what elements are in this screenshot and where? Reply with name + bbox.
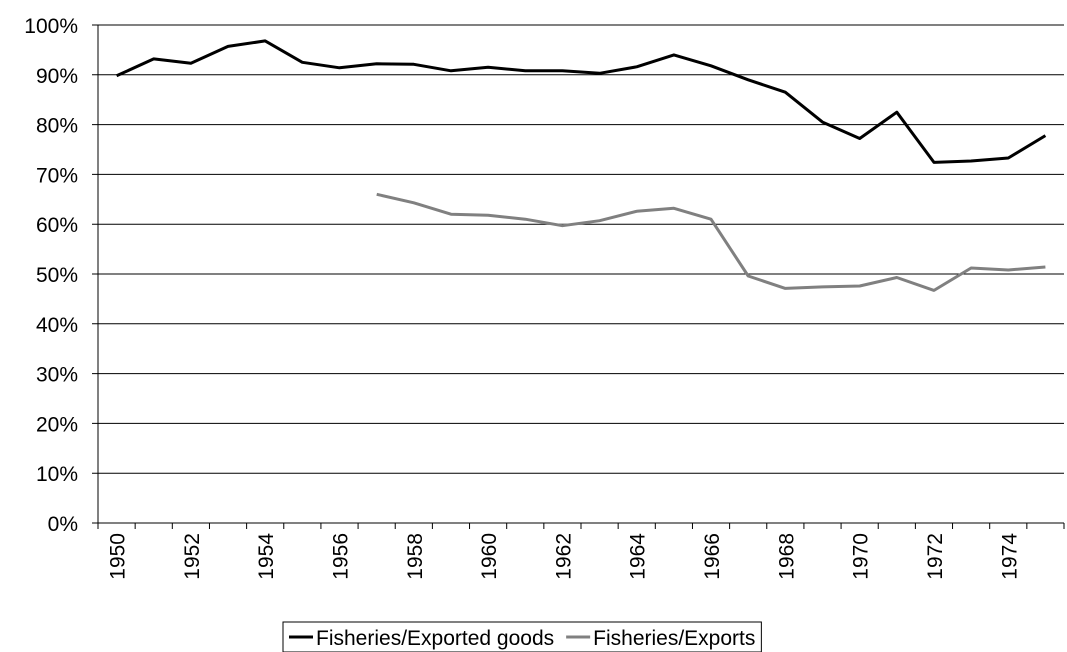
x-tick-label: 1950	[107, 533, 130, 580]
y-tick-label: 0%	[48, 513, 78, 536]
x-tick-label: 1962	[552, 533, 575, 580]
series-line	[115, 39, 1047, 164]
x-tick-label: 1956	[330, 533, 353, 580]
y-tick-label: 100%	[24, 15, 78, 38]
legend-label: Fisheries/Exports	[593, 627, 755, 650]
x-tick-label: 1970	[850, 533, 873, 580]
y-tick-label: 60%	[36, 214, 78, 237]
y-tick-label: 30%	[36, 364, 78, 387]
legend-box	[282, 621, 762, 652]
y-tick-label: 10%	[36, 463, 78, 486]
x-tick-label: 1960	[478, 533, 501, 580]
y-tick-label: 40%	[36, 314, 78, 337]
y-tick-label: 50%	[36, 264, 78, 287]
y-tick-label: 80%	[36, 115, 78, 138]
y-tick-label: 90%	[36, 65, 78, 88]
x-tick-label: 1954	[255, 533, 278, 580]
x-tick-label: 1972	[924, 533, 947, 580]
legend: Fisheries/Exported goods Fisheries/Export…	[282, 621, 762, 652]
x-tick-label: 1974	[998, 533, 1021, 580]
x-tick-label: 1964	[627, 533, 650, 580]
x-tick-label: 1958	[404, 533, 427, 580]
y-tick-label: 70%	[36, 164, 78, 187]
series-line	[376, 192, 1046, 292]
x-tick-label: 1952	[181, 533, 204, 580]
x-tick-label: 1966	[701, 533, 724, 580]
legend-label: Fisheries/Exported goods	[316, 627, 554, 650]
y-tick-label: 20%	[36, 413, 78, 436]
x-tick-label: 1968	[775, 533, 798, 580]
